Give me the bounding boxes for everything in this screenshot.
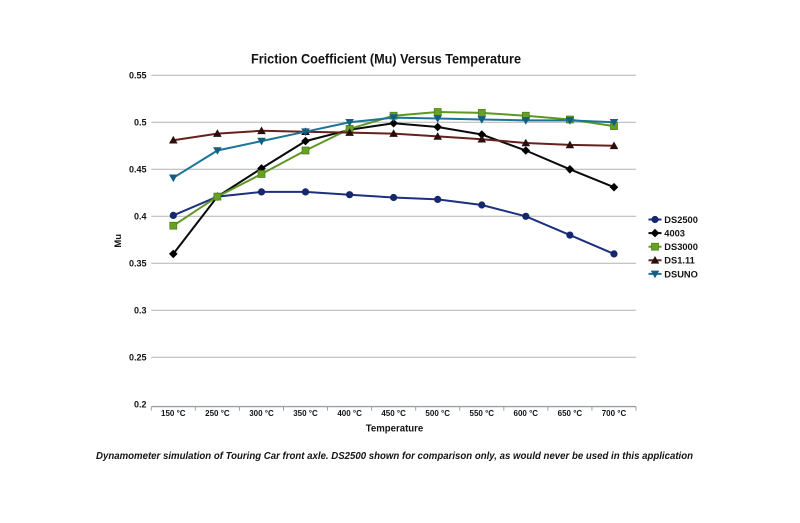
svg-text:0.3: 0.3 [134, 306, 147, 316]
svg-text:Mu: Mu [113, 234, 124, 248]
svg-text:250 °C: 250 °C [205, 409, 230, 418]
svg-text:550 °C: 550 °C [470, 409, 495, 418]
svg-text:450 °C: 450 °C [381, 409, 406, 418]
svg-text:Dynamometer simulation of Tour: Dynamometer simulation of Touring Car fr… [96, 450, 693, 462]
svg-text:650 °C: 650 °C [558, 409, 583, 418]
svg-text:500 °C: 500 °C [425, 409, 450, 418]
svg-text:DS1.11: DS1.11 [664, 256, 695, 266]
svg-text:300 °C: 300 °C [249, 409, 274, 418]
svg-text:0.5: 0.5 [134, 118, 147, 128]
svg-text:Friction Coefficient (Mu) Vers: Friction Coefficient (Mu) Versus Tempera… [251, 51, 521, 67]
svg-text:Temperature: Temperature [366, 424, 424, 435]
svg-text:150 °C: 150 °C [161, 409, 186, 418]
svg-text:350 °C: 350 °C [293, 409, 318, 418]
svg-text:0.55: 0.55 [129, 71, 147, 81]
svg-text:0.4: 0.4 [134, 212, 147, 222]
svg-text:0.25: 0.25 [129, 353, 147, 363]
svg-text:400 °C: 400 °C [337, 409, 362, 418]
svg-text:0.2: 0.2 [134, 400, 147, 410]
svg-text:DS2500: DS2500 [664, 215, 698, 225]
svg-text:DSUNO: DSUNO [664, 269, 698, 279]
svg-text:0.45: 0.45 [129, 165, 147, 175]
svg-text:600 °C: 600 °C [514, 409, 539, 418]
svg-text:4003: 4003 [664, 229, 685, 239]
svg-text:700 °C: 700 °C [602, 409, 627, 418]
svg-text:0.35: 0.35 [129, 259, 147, 269]
svg-text:DS3000: DS3000 [664, 242, 698, 252]
